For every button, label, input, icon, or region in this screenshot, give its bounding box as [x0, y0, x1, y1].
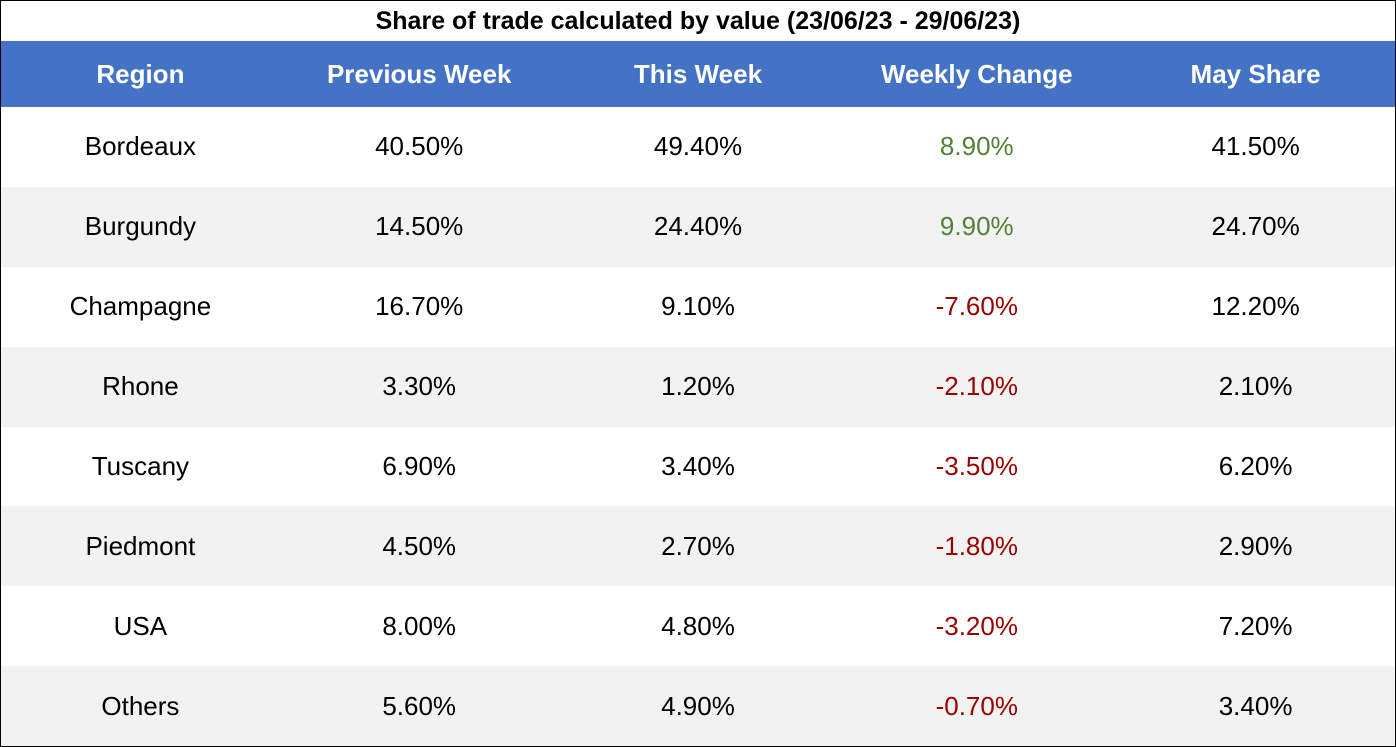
cell-weekly-change: 8.90%	[939, 131, 1014, 162]
column-header-region: Region	[96, 58, 185, 89]
share-of-trade-table: Region Previous Week This Week Weekly Chang…	[1, 41, 1395, 746]
cell-region: Burgundy	[84, 211, 197, 242]
column-header-this-week: This Week	[633, 58, 763, 89]
column-header-previous-week: Previous Week	[326, 58, 512, 89]
cell-this-week: 1.20%	[661, 371, 735, 402]
cell-weekly-change: 9.90%	[939, 211, 1014, 242]
header-row: Region Previous Week This Week Weekly Chang…	[1, 41, 1395, 107]
cell-region: Rhone	[102, 371, 179, 402]
cell-previous-week: 40.50%	[375, 131, 464, 162]
cell-may-share: 6.20%	[1218, 450, 1293, 481]
cell-weekly-change: -2.10%	[935, 371, 1018, 402]
cell-previous-week: 8.00%	[382, 610, 457, 641]
cell-may-share: 12.20%	[1211, 291, 1300, 322]
cell-this-week: 4.80%	[661, 610, 735, 641]
table-row-bordeaux: Bordeaux 40.50% 49.40% 8.90% 41.50%	[1, 107, 1395, 187]
cell-previous-week: 5.60%	[382, 690, 457, 721]
cell-previous-week: 3.30%	[382, 371, 457, 402]
cell-this-week: 24.40%	[653, 211, 743, 242]
cell-may-share: 3.40%	[1218, 690, 1293, 721]
table-row-burgundy: Burgundy 14.50% 24.40% 9.90% 24.70%	[1, 186, 1395, 267]
table-title: Share of trade calculated by value (23/0…	[375, 6, 1021, 35]
cell-previous-week: 16.70%	[375, 291, 464, 322]
cell-weekly-change: -0.70%	[935, 690, 1018, 721]
cell-region: USA	[113, 610, 168, 641]
cell-region: Bordeaux	[84, 131, 197, 162]
cell-this-week: 9.10%	[661, 291, 735, 322]
cell-weekly-change: -3.50%	[935, 450, 1018, 481]
cell-region: Others	[101, 690, 180, 721]
cell-weekly-change: -3.20%	[935, 610, 1018, 641]
cell-may-share: 2.10%	[1218, 371, 1293, 402]
cell-region: Champagne	[69, 291, 212, 322]
cell-this-week: 2.70%	[661, 530, 735, 561]
column-header-may-share: May Share	[1190, 58, 1321, 89]
cell-region: Piedmont	[85, 530, 196, 561]
cell-region: Tuscany	[91, 450, 190, 481]
cell-previous-week: 4.50%	[382, 530, 457, 561]
cell-this-week: 3.40%	[661, 450, 735, 481]
cell-weekly-change: -1.80%	[935, 530, 1018, 561]
table-row-piedmont: Piedmont 4.50% 2.70% -1.80% 2.90%	[1, 506, 1395, 587]
cell-previous-week: 6.90%	[382, 450, 457, 481]
table-row-others: Others 5.60% 4.90% -0.70% 3.40%	[1, 666, 1395, 746]
table-row-tuscany: Tuscany 6.90% 3.40% -3.50% 6.20%	[1, 426, 1395, 507]
table-row-rhone: Rhone 3.30% 1.20% -2.10% 2.10%	[1, 346, 1395, 427]
cell-may-share: 2.90%	[1218, 530, 1293, 561]
cell-may-share: 41.50%	[1211, 131, 1300, 162]
table-row-champagne: Champagne 16.70% 9.10% -7.60% 12.20%	[1, 266, 1395, 347]
cell-weekly-change: -7.60%	[935, 291, 1018, 322]
cell-previous-week: 14.50%	[375, 211, 464, 242]
cell-may-share: 24.70%	[1211, 211, 1300, 242]
table-row-usa: USA 8.00% 4.80% -3.20% 7.20%	[1, 586, 1395, 667]
cell-this-week: 49.40%	[653, 131, 743, 162]
cell-may-share: 7.20%	[1218, 610, 1293, 641]
cell-this-week: 4.90%	[661, 690, 735, 721]
table-body: Bordeaux 40.50% 49.40% 8.90% 41.50% Burgundy 1…	[1, 107, 1395, 746]
column-header-weekly-change: Weekly Change	[880, 58, 1073, 89]
